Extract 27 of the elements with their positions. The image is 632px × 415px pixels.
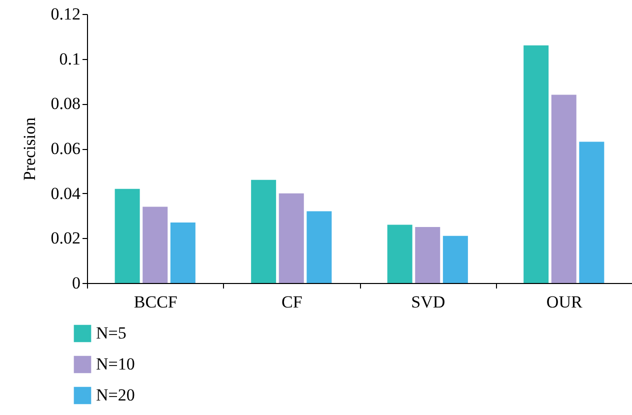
bar <box>170 222 196 283</box>
x-tick-label: OUR <box>546 292 583 312</box>
bar <box>114 188 140 283</box>
bar <box>415 226 440 283</box>
x-tick-label: BCCF <box>134 292 178 312</box>
bar <box>387 224 412 283</box>
legend-label: N=20 <box>96 386 135 404</box>
y-tick-label: 0 <box>72 274 80 292</box>
bar <box>524 45 549 283</box>
bar <box>551 94 576 283</box>
y-tick-label: 0.12 <box>50 4 80 24</box>
y-tick-label: 0.08 <box>50 94 80 114</box>
x-tick-label: CF <box>281 292 302 312</box>
bar <box>278 193 304 283</box>
x-tick-label: SVD <box>411 292 446 312</box>
y-tick-label: 0.04 <box>50 184 81 203</box>
legend-label: N=5 <box>96 324 126 342</box>
bar <box>442 236 468 283</box>
bar <box>251 180 276 283</box>
bar <box>306 211 332 283</box>
y-tick-label: 0.02 <box>50 228 80 248</box>
legend-label: N=10 <box>96 354 135 374</box>
bar <box>142 206 168 283</box>
y-tick-label: 0.06 <box>50 139 80 158</box>
bar <box>579 142 604 283</box>
y-tick-label: 0.1 <box>59 49 80 68</box>
y-axis-title: Precision <box>20 116 39 181</box>
